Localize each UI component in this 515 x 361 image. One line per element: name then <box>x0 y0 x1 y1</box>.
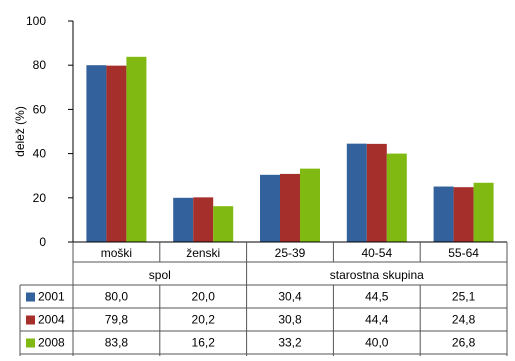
bar <box>346 143 367 242</box>
y-tick-label: 100 <box>26 14 46 28</box>
data-label: 33,2 <box>278 336 302 350</box>
x-tick-label: 25-39 <box>275 246 306 260</box>
data-label: 20,0 <box>192 290 216 304</box>
x-tick-label: 55-64 <box>448 246 479 260</box>
bar <box>126 56 147 242</box>
y-axis-title: delež (%) <box>13 106 27 157</box>
legend-label: 2008 <box>38 336 65 350</box>
data-label: 80,0 <box>105 290 129 304</box>
bar <box>433 186 454 242</box>
y-tick-label: 60 <box>33 102 47 116</box>
legend-swatch <box>26 338 35 348</box>
y-tick-label: 40 <box>33 147 47 161</box>
group-label: spol <box>149 268 171 282</box>
data-label: 44,4 <box>365 313 389 327</box>
data-label: 24,8 <box>452 313 476 327</box>
data-label: 25,1 <box>452 290 476 304</box>
bar <box>453 187 474 242</box>
legend-label: 2001 <box>38 290 65 304</box>
legend-label: 2004 <box>38 313 65 327</box>
bar <box>86 65 107 242</box>
bar <box>260 174 280 242</box>
data-label: 40,0 <box>365 336 389 350</box>
data-label: 79,8 <box>105 313 129 327</box>
legend-swatch <box>26 292 35 302</box>
y-tick-label: 80 <box>33 58 47 72</box>
bar <box>193 197 214 242</box>
bar <box>386 153 407 242</box>
x-tick-label: moški <box>101 246 132 260</box>
bar <box>106 65 127 242</box>
bar <box>366 143 387 242</box>
x-tick-label: 40-54 <box>361 246 392 260</box>
data-label: 20,2 <box>192 313 216 327</box>
data-label: 30,8 <box>278 313 302 327</box>
data-label: 44,5 <box>365 290 389 304</box>
data-label: 83,8 <box>105 336 129 350</box>
group-label: starostna skupina <box>330 268 424 282</box>
data-label: 16,2 <box>192 336 216 350</box>
legend-swatch <box>26 315 35 325</box>
data-label: 30,4 <box>278 290 302 304</box>
bar <box>300 168 320 242</box>
bar <box>173 197 194 242</box>
y-tick-label: 0 <box>39 235 46 249</box>
x-tick-label: ženski <box>186 246 220 260</box>
bar <box>213 206 234 242</box>
bar <box>280 173 300 242</box>
bar <box>473 182 494 242</box>
data-label: 26,8 <box>452 336 476 350</box>
y-tick-label: 20 <box>33 191 47 205</box>
